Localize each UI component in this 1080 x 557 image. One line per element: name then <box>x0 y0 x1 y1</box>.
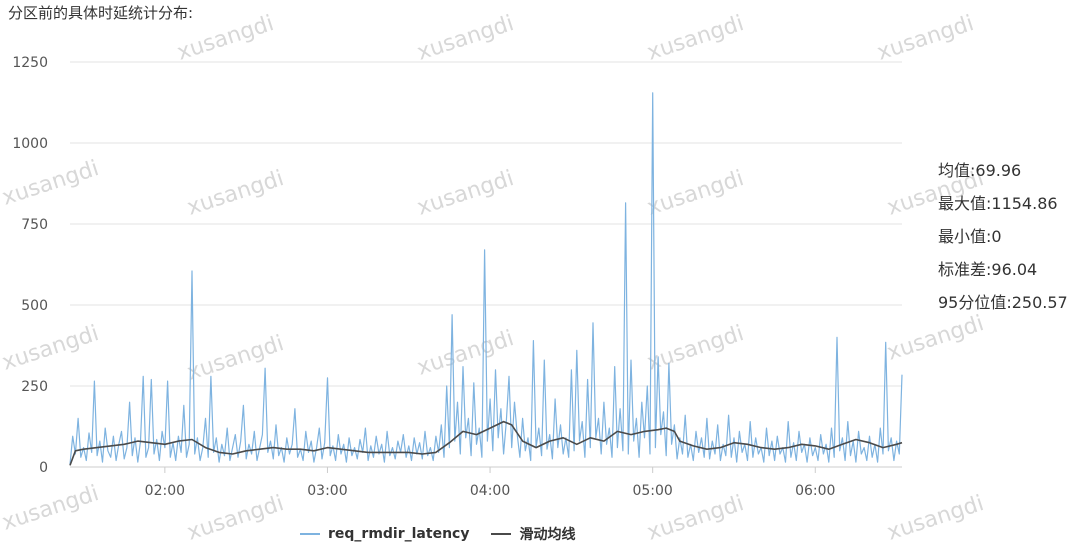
stat-min: 最小值:0 <box>938 227 1002 246</box>
watermark-text: xusangdi <box>414 326 517 381</box>
stat-mean: 均值:69.96 <box>938 161 1022 180</box>
watermark-text: xusangdi <box>644 166 747 221</box>
page-heading: 分区前的具体时延统计分布: <box>8 4 194 22</box>
x-tick-label: 04:00 <box>470 483 510 499</box>
watermark-text: xusangdi <box>414 166 517 221</box>
watermark-text: xusangdi <box>644 11 747 66</box>
watermark-text: xusangdi <box>414 11 517 66</box>
legend-label-req-rmdir-latency: req_rmdir_latency <box>328 526 470 542</box>
watermark-text: xusangdi <box>0 481 102 536</box>
y-tick-label: 250 <box>21 379 48 395</box>
series-line-req-rmdir-latency <box>69 92 903 465</box>
legend-swatch-blue <box>300 533 320 535</box>
watermark-text: xusangdi <box>644 491 747 546</box>
watermark-text: xusangdi <box>0 156 102 211</box>
y-tick-label: 1000 <box>12 136 48 152</box>
x-tick-label: 02:00 <box>145 483 185 499</box>
watermark-text: xusangdi <box>644 321 747 376</box>
x-tick-label: 03:00 <box>307 483 347 499</box>
stats-panel: 均值:69.96 最大值:1154.86 最小值:0 标准差:96.04 95分… <box>938 158 1078 323</box>
watermark-text: xusangdi <box>874 11 977 66</box>
chart-legend: req_rmdir_latency 滑动均线 <box>300 522 575 546</box>
legend-swatch-dark <box>491 533 512 535</box>
y-tick-label: 750 <box>21 217 48 233</box>
x-tick-label: 06:00 <box>795 483 835 499</box>
watermark-text: xusangdi <box>174 11 277 66</box>
y-tick-label: 500 <box>21 298 48 314</box>
watermark-text: xusangdi <box>0 321 102 376</box>
y-tick-label: 1250 <box>12 55 48 71</box>
watermark-text: xusangdi <box>184 166 287 221</box>
y-tick-label: 0 <box>39 460 48 476</box>
watermark-text: xusangdi <box>184 491 287 546</box>
stat-max: 最大值:1154.86 <box>938 194 1058 213</box>
stat-p95: 95分位值:250.57 <box>938 293 1068 312</box>
series-line-moving-average <box>69 420 903 466</box>
stat-stddev: 标准差:96.04 <box>938 260 1038 279</box>
legend-item-moving-average[interactable]: 滑动均线 <box>491 524 575 544</box>
legend-item-req-rmdir-latency[interactable]: req_rmdir_latency <box>300 526 469 542</box>
watermark-text: xusangdi <box>184 331 287 386</box>
x-tick-label: 05:00 <box>632 483 672 499</box>
watermark-text: xusangdi <box>884 491 987 546</box>
legend-label-moving-average: 滑动均线 <box>519 527 576 543</box>
